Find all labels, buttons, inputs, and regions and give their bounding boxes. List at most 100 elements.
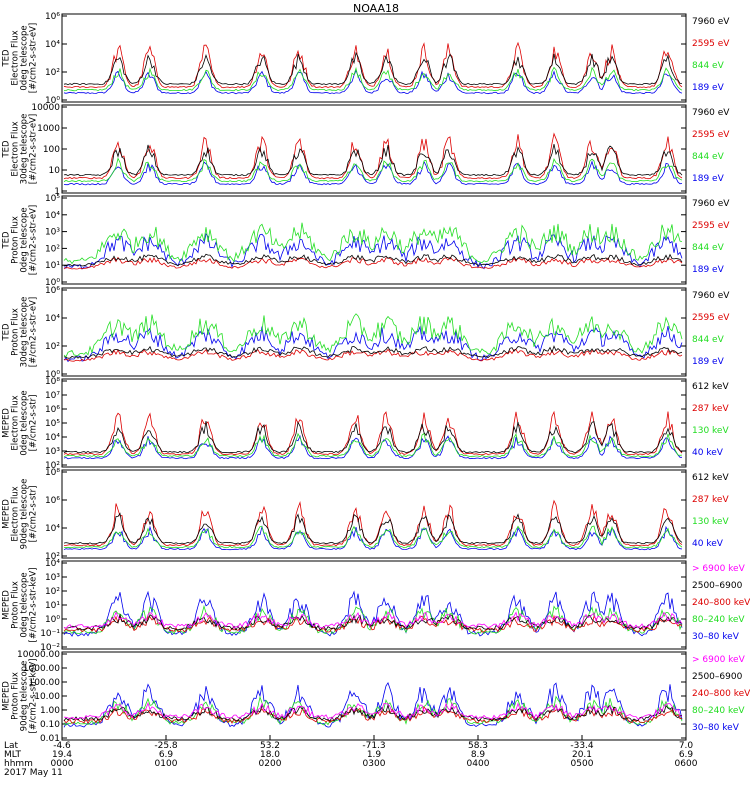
series-red <box>63 256 683 270</box>
series-black <box>63 51 682 86</box>
x-tick-label: 0400 <box>467 759 490 769</box>
y-axis-label: MEPED <box>2 681 12 711</box>
y-tick-label: 10² <box>45 68 60 78</box>
legend-entry: 30–80 keV <box>692 632 740 642</box>
y-axis-label: [#/cm2-s-str] <box>29 395 39 452</box>
y-tick-label: 10⁴ <box>45 524 60 534</box>
y-axis-label: Proton Flux <box>11 581 21 629</box>
y-tick-label: 10⁰ <box>45 96 60 106</box>
panel-frame <box>61 13 687 103</box>
x-tick-label: -71.3 <box>362 741 385 751</box>
y-tick-label: 10⁴ <box>45 40 60 50</box>
series-blue <box>63 682 683 728</box>
legend-entry: 2595 eV <box>692 221 730 231</box>
series-blue <box>63 434 682 460</box>
legend-entry: 287 keV <box>692 404 729 414</box>
chart-title: NOAA18 <box>353 2 399 15</box>
legend-entry: 40 keV <box>692 448 724 458</box>
series-red <box>63 41 683 89</box>
legend-entry: 844 eV <box>692 243 725 253</box>
series-blue <box>63 233 683 270</box>
series-black <box>63 512 683 545</box>
x-row-label: MLT <box>4 750 22 760</box>
panel-1: 10⁰ 10² 10⁴ 10⁶ TED Electron Flux 0deg telesco… <box>2 12 731 106</box>
legend-entry: 2500–6900 <box>692 581 743 591</box>
series-black <box>63 144 683 177</box>
x-tick-label: 0300 <box>363 759 386 769</box>
y-tick-label: 10⁴ <box>45 433 60 443</box>
y-tick-label: 10² <box>45 461 60 471</box>
y-tick-label: 100.00 <box>29 678 61 688</box>
x-row-label: Lat <box>4 741 19 751</box>
legend-entry: 7960 eV <box>692 17 730 27</box>
legend-entry: 189 eV <box>692 265 725 275</box>
y-axis-label: 0deg telescope <box>20 207 30 272</box>
series-red <box>63 706 683 724</box>
x-tick-label: -25.8 <box>154 741 178 751</box>
x-row-label: hhmm <box>4 759 33 769</box>
y-tick-label: 10² <box>45 342 60 352</box>
x-tick-label: 8.9 <box>471 750 486 760</box>
legend-entry: 130 keV <box>692 426 729 436</box>
series-magenta <box>63 611 683 629</box>
y-tick-label: 10⁰ <box>45 615 60 625</box>
legend-entry: 612 keV <box>692 473 729 483</box>
legend-entry: 2595 eV <box>692 130 730 140</box>
x-tick-label: 20.1 <box>572 750 592 760</box>
series-red <box>64 499 683 547</box>
y-tick-label: 10000.00 <box>17 650 60 660</box>
y-tick-label: 10² <box>45 587 60 597</box>
y-tick-label: 10⁻² <box>40 643 60 653</box>
y-tick-label: 10⁶ <box>45 12 60 22</box>
y-axis-label: Proton Flux <box>11 216 21 264</box>
legend-entry: > 6900 keV <box>692 655 746 665</box>
panel-2: 1 10 100 1000 10000 TED Electron Flux 30deg tel… <box>2 103 731 197</box>
series-blue <box>63 69 683 95</box>
y-tick-label: 1000.00 <box>23 664 60 674</box>
y-axis-label: 30deg telescope <box>20 297 30 368</box>
x-tick-label: 19.4 <box>52 750 72 760</box>
panel-frame <box>61 469 687 559</box>
y-tick-label: 10⁶ <box>45 286 60 296</box>
series-green <box>63 66 683 92</box>
x-tick-label: 18.0 <box>260 750 280 760</box>
legend-entry: 287 keV <box>692 495 729 505</box>
series-blue <box>63 525 683 551</box>
legend-entry: 7960 eV <box>692 199 730 209</box>
y-axis-label: TED <box>2 231 12 250</box>
y-tick-label: 10⁶ <box>45 496 60 506</box>
panel-5: 10² 10³ 10⁴ 10⁵ 10⁶ 10⁷ 10⁸ MEPED Electron Flux 0… <box>2 377 730 471</box>
y-tick-label: 10⁴ <box>45 314 60 324</box>
panel-frame <box>61 651 687 741</box>
y-tick-label: 10⁰ <box>45 278 60 288</box>
y-axis-label: 0deg telescope <box>20 25 30 90</box>
y-axis-label: TED <box>2 49 12 68</box>
y-axis-label: Electron Flux <box>11 486 21 541</box>
series-black <box>63 614 683 632</box>
y-tick-label: 100 <box>43 145 60 155</box>
legend-entry: 40 keV <box>692 539 724 549</box>
y-axis-label: MEPED <box>2 408 12 438</box>
legend-entry: 844 eV <box>692 61 725 71</box>
panel-8: 0.01 0.10 1.00 10.00 100.00 1000.00 10000.00 ME… <box>2 650 750 744</box>
x-tick-label: 0500 <box>571 759 594 769</box>
y-tick-label: 10⁶ <box>45 405 60 415</box>
legend-entry: 7960 eV <box>692 291 730 301</box>
y-tick-label: 0.01 <box>40 734 60 744</box>
legend-entry: 240–800 keV <box>692 598 750 608</box>
series-black <box>63 253 683 267</box>
panel-frame <box>61 195 687 285</box>
y-axis-label: [#/cm2-s-str-keV] <box>29 568 39 643</box>
y-tick-label: 10⁴ <box>45 559 60 569</box>
series-red <box>63 132 683 180</box>
series-green <box>63 222 683 265</box>
series-magenta <box>63 701 682 720</box>
x-tick-label: 0200 <box>259 759 282 769</box>
y-tick-label: 10³ <box>45 573 60 583</box>
y-tick-label: 1000 <box>37 124 60 134</box>
x-tick-label: 0000 <box>51 759 74 769</box>
panel-7: 10⁻² 10⁻¹ 10⁰ 10¹ 10² 10³ 10⁴ MEPED Proton Flux 0… <box>2 559 750 653</box>
y-axis-label: [#/cm2-s-str] <box>29 486 39 543</box>
